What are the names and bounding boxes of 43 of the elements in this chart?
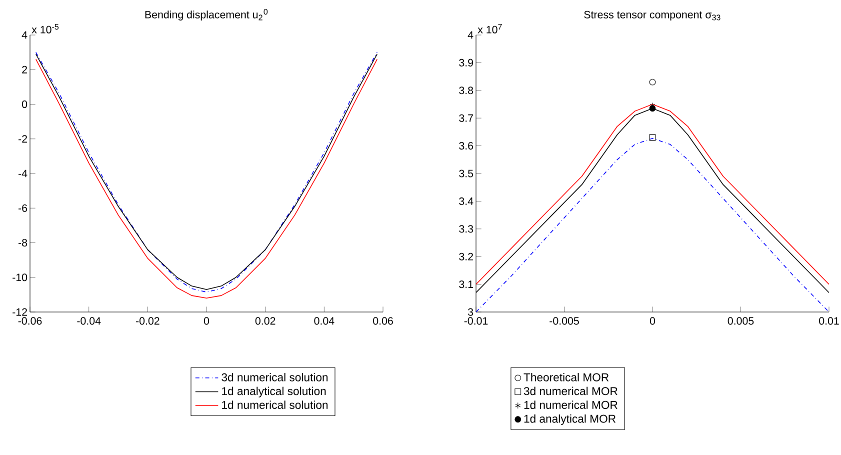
legend-label: 3d numerical MOR [524, 386, 618, 396]
x-tick-label: 0 [650, 317, 656, 325]
y-tick-label: 0 [22, 100, 28, 108]
y-tick-label: -8 [18, 238, 28, 247]
chart-title: Stress tensor component σ$_{33}$ [584, 10, 720, 21]
x-tick-label: 0 [204, 317, 210, 325]
y-tick-label: 3.9 [459, 58, 473, 66]
legend-label: Theoretical MOR [524, 372, 609, 382]
y-tick-label: 4 [468, 31, 474, 39]
text: x 10$^{-5}$ [32, 24, 59, 34]
legend-label: 3d numerical solution [222, 372, 328, 382]
x-tick-label: 0.005 [728, 317, 754, 325]
y-tick-label: -2 [18, 135, 27, 143]
x-tick-label: 0.02 [255, 317, 276, 325]
y-tick-label: -12 [12, 308, 27, 316]
y-tick-label: 3.4 [459, 197, 474, 205]
x-tick-label: -0.02 [136, 317, 160, 325]
x-tick-label: -0.06 [18, 317, 42, 325]
legend-label: 1d numerical solution [222, 400, 328, 409]
chart-title: Bending displacement u$_{2}$0 [145, 8, 268, 21]
y-tick-label: 3.6 [459, 142, 474, 150]
y-tick-label: 3.5 [459, 170, 474, 178]
y-tick-label: -4 [18, 170, 28, 178]
y-tick-label: 3.8 [459, 86, 474, 94]
y-tick-label: 3.2 [459, 252, 473, 260]
y-tick-label: 3.1 [459, 280, 473, 288]
x-tick-label: 0.01 [819, 317, 839, 325]
y-tick-label: 4 [22, 31, 28, 39]
x-tick-label: 0.04 [314, 317, 334, 325]
y-tick-label: 3 [468, 308, 474, 316]
y-tick-label: 2 [22, 66, 27, 74]
x-tick-label: 0.06 [373, 317, 393, 325]
y-tick-label: -6 [18, 204, 28, 212]
y-tick-label: -10 [12, 274, 28, 282]
x-tick-label: -0.01 [464, 317, 488, 325]
x-tick-label: -0.005 [550, 317, 579, 325]
legend-label: 1d numerical MOR [524, 400, 618, 409]
y-tick-label: 3.3 [459, 225, 474, 233]
y-tick-label: 3.7 [459, 114, 473, 122]
legend-label: 1d analytical solution [222, 386, 326, 398]
text: x 10$^{7}$ [478, 24, 502, 34]
legend-label: 1d analytical MOR [524, 414, 616, 425]
x-tick-label: -0.04 [77, 317, 101, 325]
